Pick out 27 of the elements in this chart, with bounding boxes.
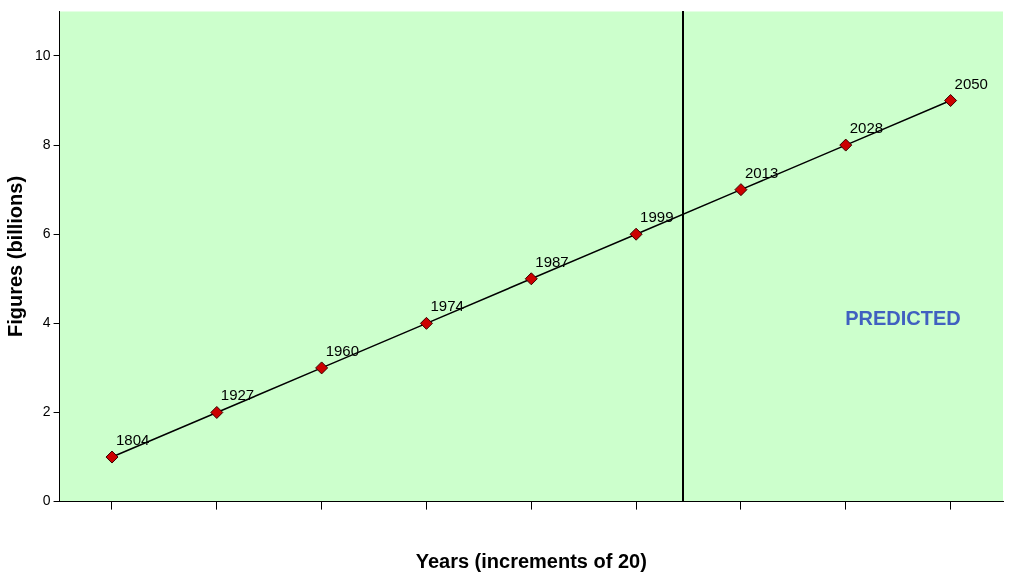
y-tick-label: 6 bbox=[42, 225, 51, 242]
annotation: 2013 bbox=[744, 163, 779, 181]
x-axis-title: Years (increments of 20) bbox=[415, 549, 647, 572]
point bbox=[944, 94, 958, 108]
annotation: PREDICTED bbox=[845, 307, 961, 330]
point bbox=[629, 227, 643, 241]
annotation: 2050 bbox=[954, 74, 988, 92]
y-tick-label: 8 bbox=[42, 135, 51, 152]
point bbox=[839, 138, 853, 152]
y-axis-title: Figures (billions) bbox=[3, 175, 26, 338]
point bbox=[419, 316, 433, 330]
annotation: 1804 bbox=[115, 431, 150, 449]
point bbox=[734, 183, 748, 197]
annotation: 1960 bbox=[325, 341, 360, 359]
point bbox=[105, 450, 119, 464]
annotation: 1999 bbox=[640, 208, 674, 226]
point bbox=[210, 405, 224, 419]
annotation: 2028 bbox=[849, 119, 884, 137]
point bbox=[315, 361, 329, 375]
y-tick-label: 4 bbox=[42, 314, 51, 331]
y-tick-label: 10 bbox=[34, 46, 51, 63]
annotation: 1974 bbox=[430, 297, 464, 315]
y-tick-label: 2 bbox=[42, 403, 51, 420]
annotation: 1927 bbox=[220, 386, 255, 404]
y-tick-label: 0 bbox=[42, 492, 51, 509]
annotation: 1987 bbox=[535, 252, 569, 270]
point bbox=[524, 272, 538, 286]
